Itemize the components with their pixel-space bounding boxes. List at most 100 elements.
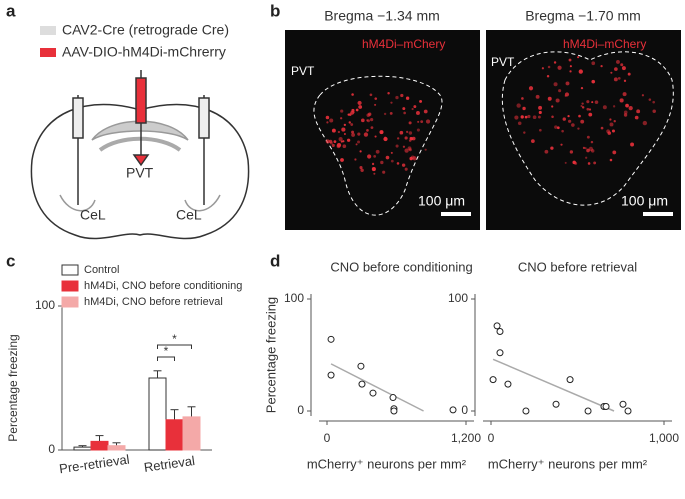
y-tick-label: 0 xyxy=(48,442,55,456)
cell-dot xyxy=(407,146,412,151)
legend-swatch xyxy=(61,296,79,308)
cell-dot xyxy=(602,105,607,110)
scatter-point xyxy=(496,327,504,335)
brain-diagram xyxy=(30,70,250,240)
cell-dot xyxy=(625,103,629,108)
y-tick-label: 100 xyxy=(35,298,55,312)
cell-dot xyxy=(359,166,363,170)
cell-dot xyxy=(325,139,330,144)
cell-dot xyxy=(593,161,597,165)
x-tick-label: 1,000 xyxy=(649,431,679,445)
cell-dot xyxy=(578,114,581,118)
cell-dot xyxy=(590,140,594,144)
stain-label: hM4Di–mChery xyxy=(563,37,646,51)
cell-dot xyxy=(522,106,526,111)
cell-dot xyxy=(405,96,410,100)
cell-dot xyxy=(343,132,346,135)
cell-dot xyxy=(399,130,404,135)
bar xyxy=(148,377,167,451)
cell-dot xyxy=(396,137,400,140)
cell-dot xyxy=(627,72,631,76)
cell-dot xyxy=(581,106,585,109)
cell-dot xyxy=(532,115,537,120)
cell-dot xyxy=(346,138,351,142)
scatter-point xyxy=(584,407,592,415)
cell-dot xyxy=(395,95,399,100)
cell-dot xyxy=(404,136,408,140)
cell-dot xyxy=(395,144,399,148)
cell-dot xyxy=(374,103,377,106)
cell-dot xyxy=(367,154,372,159)
scatter-point xyxy=(389,394,397,402)
cell-dot xyxy=(401,163,406,167)
scatter-point xyxy=(357,362,365,370)
cell-dot xyxy=(524,115,528,119)
cell-dot xyxy=(622,92,627,97)
scale-label: 100 μm xyxy=(418,193,465,209)
cell-dot xyxy=(557,65,562,70)
cell-dot xyxy=(354,158,357,161)
cell-dot xyxy=(528,86,534,91)
cell-dot xyxy=(585,156,588,159)
legend-swatch xyxy=(40,26,56,35)
cell-dot xyxy=(588,108,592,111)
scatter-point xyxy=(390,407,398,415)
y-tick-label: 0 xyxy=(297,403,304,417)
x-tick-label: 0 xyxy=(324,431,331,445)
scatter-point xyxy=(496,349,504,357)
cell-dot xyxy=(366,119,369,122)
cell-dot xyxy=(340,117,343,120)
cell-dot xyxy=(537,115,541,119)
cell-dot xyxy=(636,109,641,114)
cell-dot xyxy=(379,130,384,135)
cell-dot xyxy=(577,56,580,59)
cell-dot xyxy=(340,109,344,113)
bar xyxy=(90,440,109,451)
cell-dot xyxy=(577,127,580,130)
cell-dot xyxy=(523,131,526,134)
cell-dot xyxy=(340,158,344,162)
cell-dot xyxy=(652,100,656,104)
scatter-point xyxy=(327,371,335,379)
cell-dot xyxy=(562,117,566,121)
cell-dot xyxy=(609,122,614,127)
cell-dot xyxy=(619,98,624,103)
cell-dot xyxy=(538,105,543,110)
cell-dot xyxy=(336,144,341,149)
cell-dot xyxy=(611,129,615,133)
stain-label: hM4Di–mChery xyxy=(362,37,445,51)
cell-dot xyxy=(361,118,365,123)
bar xyxy=(107,445,126,451)
cell-dot xyxy=(567,114,570,118)
legend-swatch xyxy=(40,48,56,57)
cell-dot xyxy=(366,129,369,132)
cell-dot xyxy=(325,115,330,120)
cell-dot xyxy=(326,121,329,124)
cell-dot xyxy=(550,146,554,150)
cell-dot xyxy=(347,113,350,116)
cell-dot xyxy=(574,161,578,165)
chart-title: CNO before retrieval xyxy=(518,259,637,274)
micrograph xyxy=(285,30,480,230)
cell-dot xyxy=(588,146,594,152)
cell-dot xyxy=(584,147,587,150)
cell-dot xyxy=(620,63,624,67)
cell-dot xyxy=(520,115,524,119)
cell-dot xyxy=(541,67,545,70)
cell-dot xyxy=(329,141,333,145)
cell-dot xyxy=(553,61,557,64)
cell-dot xyxy=(623,110,628,115)
cell-dot xyxy=(374,97,378,100)
cell-dot xyxy=(556,126,560,130)
cell-dot xyxy=(648,98,652,101)
x-axis-label: mCherry⁺ neurons per mm² xyxy=(488,456,648,471)
cell-dot xyxy=(547,65,551,69)
cell-dot xyxy=(527,114,531,119)
y-tick-label: 100 xyxy=(448,291,468,305)
cell-dot xyxy=(351,93,354,96)
region-label: PVT xyxy=(291,64,315,78)
region-label: CeL xyxy=(176,207,202,223)
legend-label: Control xyxy=(84,264,119,276)
cell-dot xyxy=(355,143,358,146)
